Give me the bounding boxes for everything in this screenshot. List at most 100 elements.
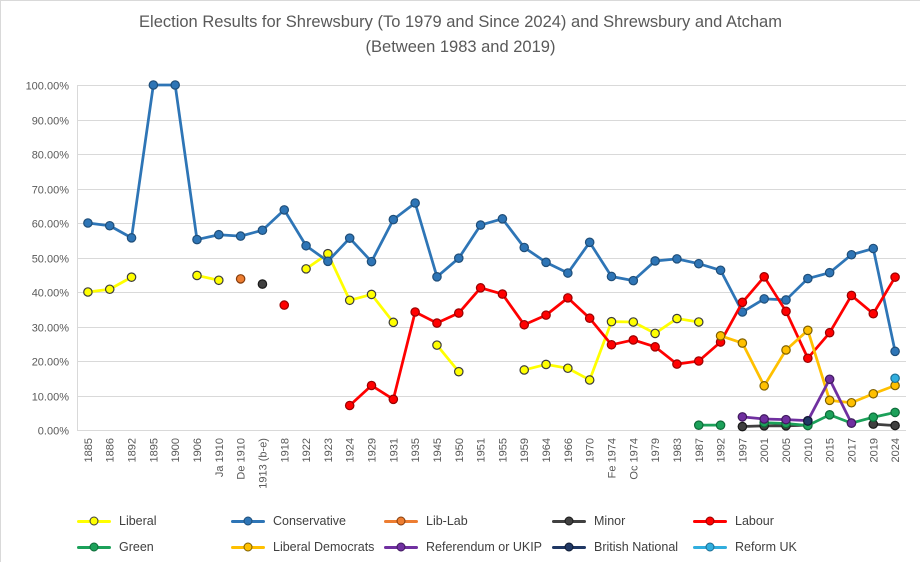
data-point-conservative <box>432 272 442 282</box>
x-axis-label: 1895 <box>148 438 160 462</box>
data-point-conservative <box>563 268 573 278</box>
data-point-liberal-democrats <box>737 338 748 348</box>
data-point-conservative <box>126 233 137 243</box>
series-line-conservative <box>86 83 897 353</box>
data-point-labour <box>890 272 900 282</box>
series-line-labour <box>348 275 897 407</box>
x-axis-label: 1922 <box>301 438 313 462</box>
data-point-labour <box>628 335 639 345</box>
data-point-conservative <box>388 214 399 225</box>
x-axis-label: 1951 <box>476 438 488 462</box>
legend-label-reform-uk: Reform UK <box>735 540 797 554</box>
data-point-liberal-democrats <box>715 331 726 341</box>
data-point-labour <box>759 272 769 282</box>
data-point-conservative <box>519 242 530 253</box>
legend-marker-lib-lab <box>384 516 418 526</box>
data-point-labour <box>497 289 508 299</box>
data-point-lib-lab <box>235 274 246 284</box>
y-axis-label: 90.00% <box>32 116 70 128</box>
data-point-referendum-or-ukip <box>846 418 857 428</box>
x-axis-label: De 1910 <box>236 438 248 480</box>
x-axis-label: 1892 <box>127 438 139 462</box>
data-point-liberal <box>563 363 573 374</box>
data-point-conservative <box>475 220 486 230</box>
x-axis-label: 2015 <box>825 438 837 462</box>
data-point-conservative <box>192 234 202 245</box>
legend-label-lib-lab: Lib-Lab <box>426 514 468 528</box>
chart-title: Election Results for Shrewsbury (To 1979… <box>139 13 782 56</box>
data-point-minor <box>890 420 900 431</box>
y-axis-label: 20.00% <box>32 357 70 369</box>
x-axis-label: Oc 1974 <box>628 438 640 480</box>
legend-marker-minor <box>552 516 586 526</box>
data-point-conservative <box>890 346 900 357</box>
x-axis-label: Fe 1974 <box>606 438 618 478</box>
data-point-minor <box>257 279 268 289</box>
data-point-labour <box>519 319 530 330</box>
legend-item-liberal-democrats: Liberal Democrats <box>231 539 374 555</box>
x-axis-label: 1885 <box>83 438 95 462</box>
data-point-referendum-or-ukip <box>759 414 769 424</box>
data-point-conservative <box>344 233 355 243</box>
data-point-labour <box>432 318 442 328</box>
data-point-liberal <box>628 317 639 327</box>
legend-item-labour: Labour <box>693 513 774 529</box>
data-point-labour <box>803 353 813 364</box>
data-point-liberal-democrats <box>759 381 769 391</box>
data-point-referendum-or-ukip <box>737 412 748 422</box>
legend-marker-conservative <box>231 516 265 526</box>
legend-marker-dot-liberal <box>89 516 99 526</box>
data-point-conservative <box>759 294 769 304</box>
data-point-liberal <box>301 264 311 274</box>
data-point-conservative <box>781 295 791 305</box>
data-point-conservative <box>257 225 268 236</box>
data-point-green <box>693 420 704 430</box>
data-point-liberal <box>606 316 617 327</box>
data-point-labour <box>475 283 486 293</box>
legend-label-british-national: British National <box>594 540 679 554</box>
data-point-labour <box>563 293 573 303</box>
data-point-liberal-democrats <box>803 325 813 336</box>
y-axis-label: 50.00% <box>32 254 70 266</box>
data-point-conservative <box>693 258 704 269</box>
legend-marker-dot-liberal-democrats <box>243 542 253 552</box>
data-point-conservative <box>584 237 595 248</box>
legend-marker-dot-referendum-or-ukip <box>396 542 406 552</box>
x-axis-label: 1918 <box>279 438 291 462</box>
legend-item-minor: Minor <box>552 513 625 529</box>
y-axis-label: 70.00% <box>32 185 70 197</box>
x-axis-label: 2001 <box>759 438 771 462</box>
data-point-labour <box>824 327 835 338</box>
legend-item-referendum-or-ukip: Referendum or UKIP <box>384 539 542 555</box>
x-axis-label: 1966 <box>563 438 575 462</box>
data-point-conservative <box>541 257 551 268</box>
x-axis-label: 1959 <box>519 438 531 462</box>
data-point-conservative <box>868 243 879 254</box>
legend-item-conservative: Conservative <box>231 513 346 529</box>
data-point-labour <box>846 290 857 301</box>
legend-label-liberal: Liberal <box>119 514 157 528</box>
data-point-labour <box>650 342 660 352</box>
legend-label-labour: Labour <box>735 514 774 528</box>
data-point-conservative <box>148 80 159 90</box>
x-axis-label: 2024 <box>890 438 902 462</box>
x-axis-label: 1955 <box>497 438 509 462</box>
legend-item-lib-lab: Lib-Lab <box>384 513 468 529</box>
legend-label-green: Green <box>119 540 154 554</box>
legend-marker-labour <box>693 516 727 526</box>
data-point-conservative <box>104 220 115 231</box>
legend-label-conservative: Conservative <box>273 514 346 528</box>
x-axis-label: 1935 <box>410 438 422 462</box>
y-axis-label: 0.00% <box>38 426 69 438</box>
data-point-labour <box>672 359 682 369</box>
data-point-liberal <box>672 313 682 324</box>
x-axis-label: 1900 <box>170 438 182 462</box>
data-point-labour <box>366 380 377 391</box>
data-point-green <box>824 410 835 420</box>
x-axis-label: 1924 <box>345 438 357 462</box>
x-axis-label: 1950 <box>454 438 466 462</box>
legend-marker-british-national <box>552 542 586 552</box>
data-point-labour <box>584 313 595 324</box>
data-point-liberal <box>432 340 442 350</box>
